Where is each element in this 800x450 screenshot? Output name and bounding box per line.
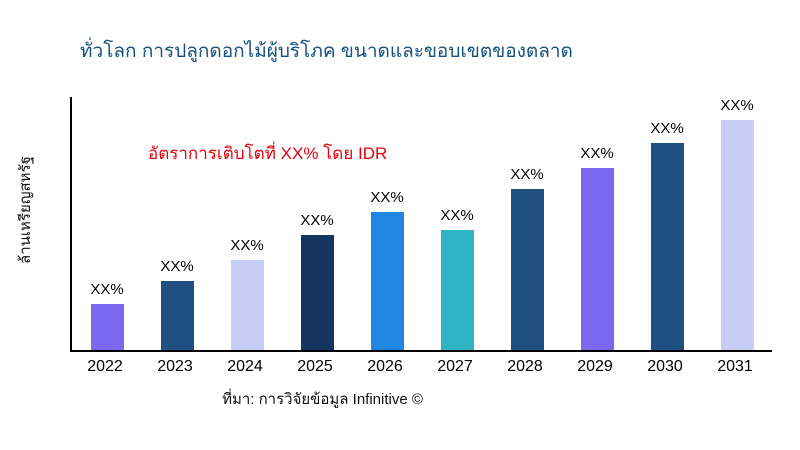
x-tick-label-2029: 2029 (577, 358, 613, 375)
bar-2029 (580, 168, 614, 350)
bar-value-label: XX% (90, 281, 124, 298)
x-tick-label-2023: 2023 (157, 358, 193, 375)
bar-slot-2027: XX% (422, 97, 492, 350)
bar-2024 (230, 260, 264, 350)
bar-2030 (650, 143, 684, 350)
growth-rate-annotation: อัตราการเติบโตที่ XX% โดย IDR (148, 144, 388, 163)
y-axis-label: ล้านเหรียญสหรัฐ (17, 156, 34, 264)
bar-value-label: XX% (300, 212, 334, 229)
bar-value-label: XX% (650, 120, 684, 137)
x-tick-label-2024: 2024 (227, 358, 263, 375)
bar-2025 (300, 235, 334, 350)
bar-2026 (370, 212, 404, 350)
x-tick-label-2027: 2027 (437, 358, 473, 375)
source-attribution: ที่มา: การวิจัยข้อมูล Infinitive © (222, 391, 423, 408)
bar-slot-2022: XX% (72, 97, 142, 350)
bar-slot-2030: XX% (632, 97, 702, 350)
bar-value-label: XX% (440, 207, 474, 225)
x-tick-label-2025: 2025 (297, 358, 333, 375)
bar-slot-2023: XX% (142, 97, 212, 350)
x-tick-label-2028: 2028 (507, 358, 543, 375)
x-tick-label-2026: 2026 (367, 358, 403, 375)
x-tick-label-2031: 2031 (717, 358, 753, 375)
bar-value-label: XX% (370, 189, 404, 206)
bar-slot-2024: XX% (212, 97, 282, 350)
bar-2027 (440, 230, 474, 350)
bar-2031 (720, 120, 754, 350)
bar-slot-2025: XX% (282, 97, 352, 350)
bar-value-label: XX% (230, 237, 264, 255)
bar-2022 (90, 304, 124, 350)
x-tick-label-2022: 2022 (87, 358, 123, 375)
bar-2023 (160, 281, 194, 350)
x-tick-label-2030: 2030 (647, 358, 683, 375)
chart-title: ทั่วโลก การปลูกดอกไม้ผู้บริโภค ขนาดและขอ… (80, 41, 573, 62)
bar-slot-2031: XX% (702, 97, 772, 350)
bar-slot-2028: XX% (492, 97, 562, 350)
bar-value-label: XX% (510, 166, 544, 183)
x-axis-tick-labels: 2022 2023 2024 2025 2026 2027 2028 2029 2030 2031 (70, 358, 770, 376)
bar-slot-2026: XX% (352, 97, 422, 350)
bar-2028 (510, 189, 544, 350)
bar-value-label: XX% (580, 145, 614, 163)
plot-area: XX% XX% XX% XX% XX% XX% XX% XX% XX% XX% (70, 97, 772, 352)
bar-value-label: XX% (160, 258, 194, 275)
bar-slot-2029: XX% (562, 97, 632, 350)
bar-value-label: XX% (720, 97, 754, 114)
